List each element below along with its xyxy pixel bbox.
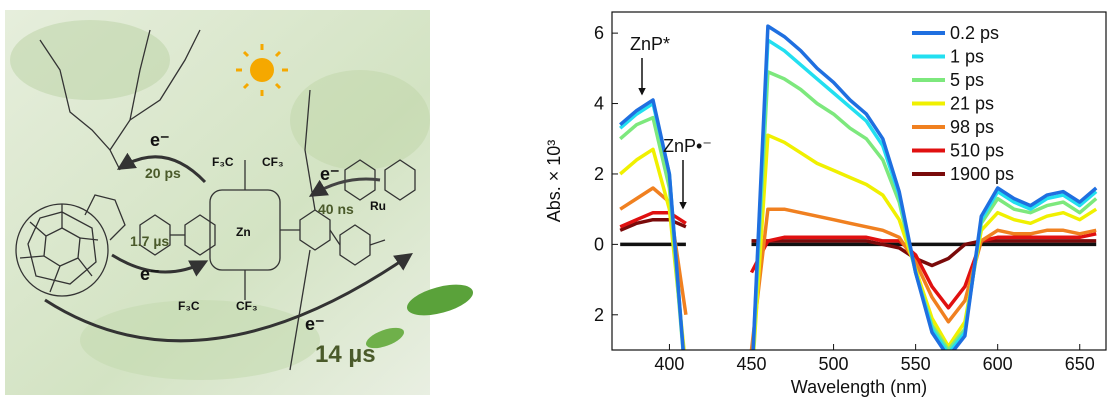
x-tick-label: 650 <box>1065 354 1095 374</box>
electron-label: e⁻ <box>140 264 160 284</box>
legend-label: 98 ps <box>950 117 994 137</box>
y-tick-label: 4 <box>594 94 604 114</box>
atom-label: F₃C <box>178 299 200 313</box>
arrow <box>116 152 207 184</box>
foliage <box>290 70 430 170</box>
arrow <box>308 177 381 197</box>
x-tick-label: 400 <box>654 354 684 374</box>
legend-label: 21 ps <box>950 94 994 114</box>
leaf <box>406 284 474 316</box>
arrow <box>44 252 413 343</box>
plot-area <box>619 24 1098 350</box>
atom-label: CF₃ <box>262 155 284 169</box>
legend-label: 5 ps <box>950 70 984 90</box>
molecule <box>15 29 416 371</box>
atom-label: Ru <box>370 199 386 213</box>
electron-label: e⁻ <box>305 314 325 334</box>
scheme: Zn Ru F₃C CF₃ F₃C CF₃ e⁻ e⁻ e⁻ e⁻ 20 ps … <box>5 10 474 395</box>
plot-frame <box>611 11 1107 351</box>
x-tick-label: 450 <box>736 354 766 374</box>
series-line <box>619 133 1098 350</box>
y-tick-label: 6 <box>594 23 604 43</box>
annotation: ZnP•⁻ <box>663 136 712 156</box>
legend-label: 510 ps <box>950 141 1004 161</box>
sun <box>236 44 288 96</box>
x-tick-label: 500 <box>819 354 849 374</box>
series-line <box>619 210 1097 310</box>
y-axis-label: Abs. × 10³ <box>544 140 564 223</box>
x-tick-label: 600 <box>983 354 1013 374</box>
arrow <box>111 253 209 277</box>
y-tick-label: 2 <box>594 305 604 325</box>
y-tick-label: 2 <box>594 164 604 184</box>
y-tick-label: 0 <box>594 234 604 254</box>
foliage <box>10 20 170 100</box>
atom-label: Zn <box>236 225 251 239</box>
atom-label: F₃C <box>212 155 234 169</box>
x-axis-label: Wavelength (nm) <box>791 377 927 397</box>
electron-label: e⁻ <box>320 164 340 184</box>
series-line <box>619 70 1098 350</box>
time-label: 20 ps <box>145 165 181 181</box>
time-label: 40 ns <box>318 201 354 217</box>
legend-label: 1900 ps <box>950 164 1014 184</box>
time-label: 14 µs <box>315 341 376 368</box>
series-line <box>619 24 1098 350</box>
annotation: ZnP* <box>630 34 670 54</box>
legend-label: 0.2 ps <box>950 23 999 43</box>
electron-label: e⁻ <box>150 130 170 150</box>
leaf <box>366 327 404 349</box>
legend-label: 1 ps <box>950 47 984 67</box>
atom-label: CF₃ <box>236 299 258 313</box>
time-label: 1.7 µs <box>130 233 169 249</box>
x-tick-label: 550 <box>901 354 931 374</box>
